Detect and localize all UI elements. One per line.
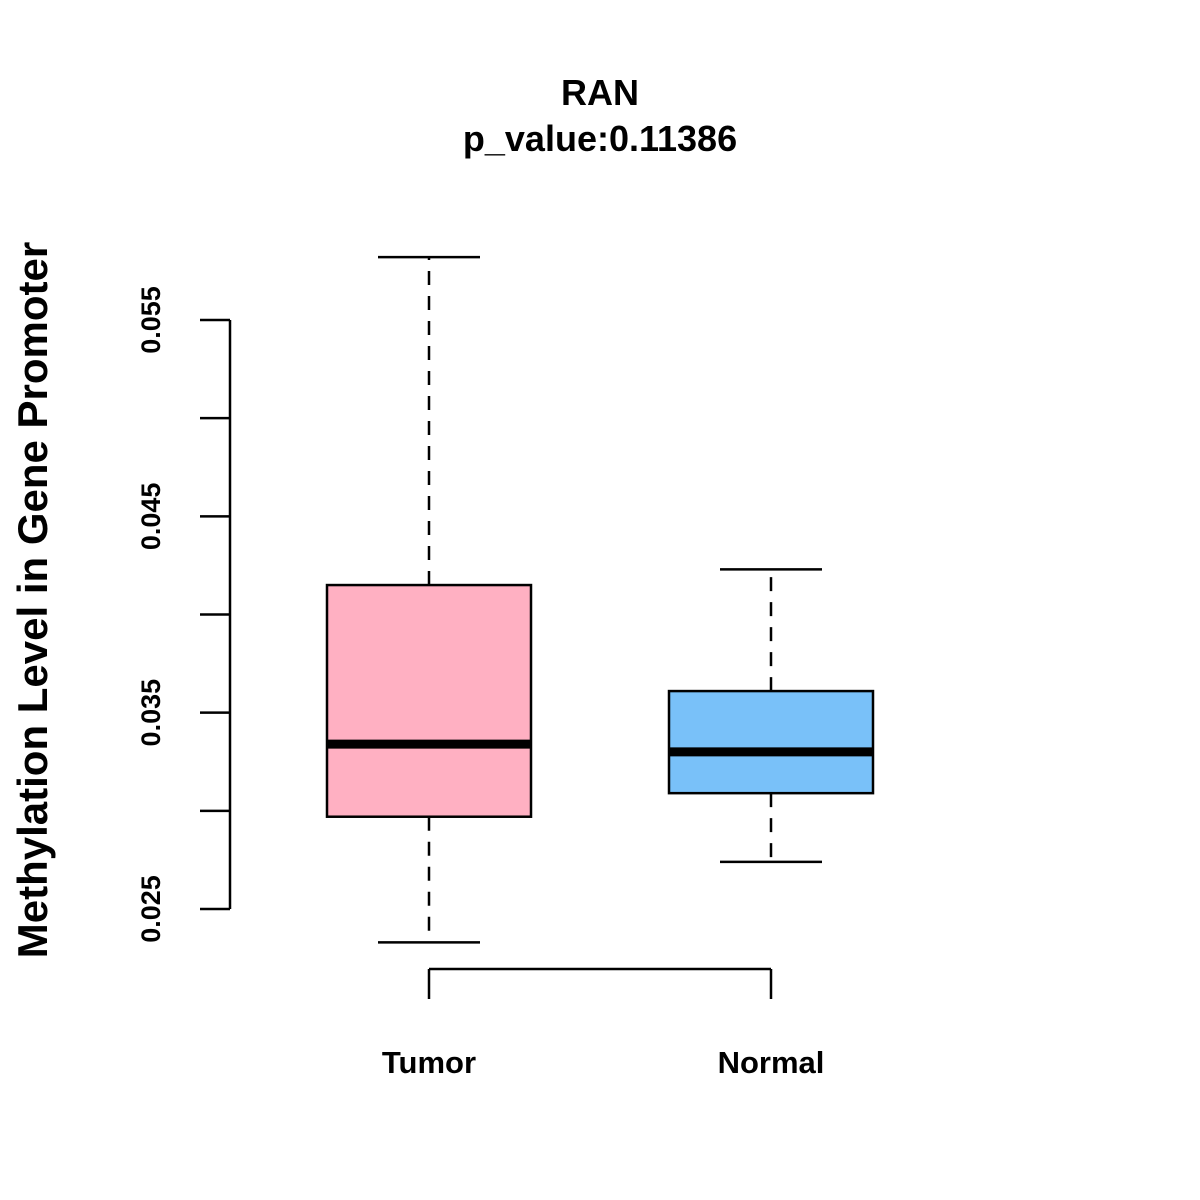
box-body-normal: [667, 689, 875, 795]
y-tick-label: 0.035: [136, 679, 166, 747]
box-tumor: [325, 255, 533, 944]
x-tick-label-tumor: Tumor: [382, 1045, 476, 1080]
y-tick-label: 0.025: [136, 875, 166, 943]
x-axis: Tumor Normal: [382, 967, 825, 1080]
y-tick-label: 0.045: [136, 483, 166, 551]
x-tick-label-normal: Normal: [718, 1045, 825, 1080]
y-tick-label: 0.055: [136, 286, 166, 354]
boxes: [325, 255, 875, 944]
chart-title: RAN: [561, 72, 639, 113]
box-normal: [667, 568, 875, 864]
y-axis: 0.025 0.035 0.045 0.055: [136, 286, 232, 943]
y-axis-label: Methylation Level in Gene Promoter: [9, 242, 56, 958]
box-body-tumor: [325, 583, 533, 818]
chart-subtitle: p_value:0.11386: [463, 118, 737, 159]
